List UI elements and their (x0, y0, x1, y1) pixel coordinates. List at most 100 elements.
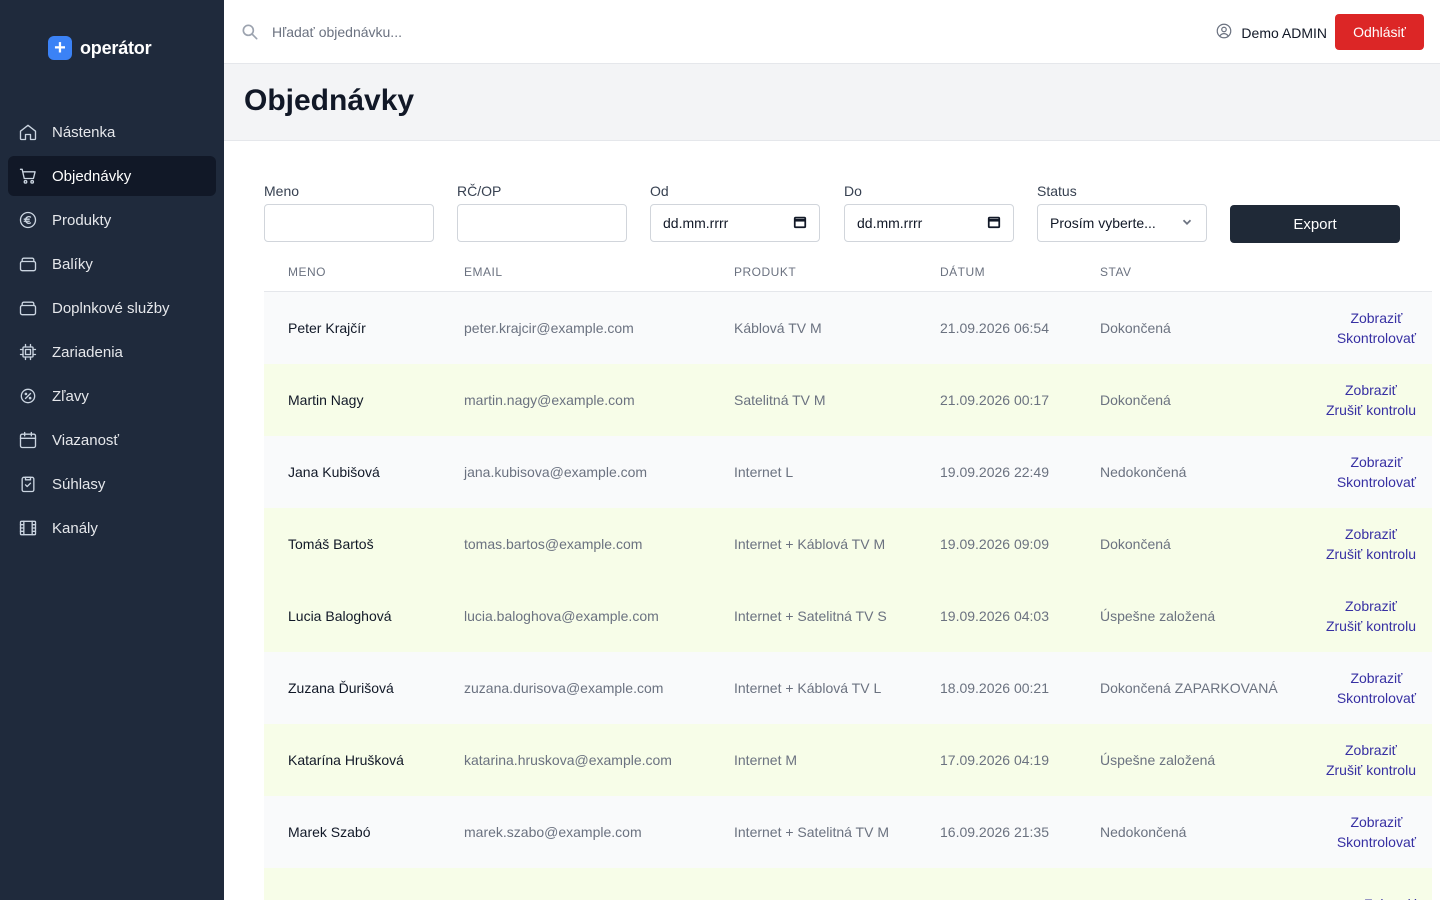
filter-to-label: Do (844, 183, 862, 199)
search-input[interactable] (272, 18, 872, 46)
filter-id: RČ/OP (457, 183, 627, 242)
check-link[interactable]: Zrušiť kontrolu (1325, 546, 1416, 562)
sidebar-item-objednavky[interactable]: Objednávky (8, 156, 216, 196)
euro-icon (18, 210, 38, 230)
check-link[interactable]: Skontrolovať (1336, 474, 1416, 490)
package-icon (18, 298, 38, 318)
date-to-value: dd.mm.rrrr (857, 215, 923, 231)
filter-from-label: Od (650, 183, 669, 199)
cell-email: zuzana.durisova@example.com (464, 680, 664, 696)
table-row[interactable]: Zuzana Ďurišová zuzana.durisova@example.… (264, 652, 1432, 724)
status-select[interactable]: Prosím vyberte... (1037, 204, 1207, 242)
date-from-input[interactable]: dd.mm.rrrr (650, 204, 820, 242)
cell-status: Dokončená ZAPARKOVANÁ (1100, 680, 1278, 696)
sidebar-item-produkty[interactable]: Produkty (8, 200, 216, 240)
date-to-input[interactable]: dd.mm.rrrr (844, 204, 1014, 242)
column-header-product[interactable]: PRODUKT (734, 265, 797, 279)
table-row[interactable]: Marek Szabó marek.szabo@example.com Inte… (264, 796, 1432, 868)
top-bar: Demo ADMIN Odhlásiť (224, 0, 1440, 64)
cell-name: Jana Kubišová (288, 464, 380, 480)
view-link[interactable]: Zobraziť (1350, 814, 1403, 830)
logout-button[interactable]: Odhlásiť (1335, 14, 1424, 50)
name-input-box (264, 204, 434, 242)
cell-product: Satelitná TV M (734, 392, 826, 408)
row-actions: Zobraziť Skontrolovať (1337, 436, 1416, 508)
sidebar-item-zlavy[interactable]: Zľavy (8, 376, 216, 416)
sidebar-item-label: Produkty (52, 211, 112, 229)
view-link[interactable]: Zobraziť (1350, 454, 1403, 470)
cell-email: jana.kubisova@example.com (464, 464, 648, 480)
view-link[interactable]: Zobraziť (1345, 382, 1397, 398)
cell-product: Internet + Satelitná TV M (734, 824, 889, 840)
user-name: Demo ADMIN (1241, 24, 1327, 41)
check-link[interactable]: Skontrolovať (1336, 330, 1416, 346)
row-actions: Zobraziť Zrušiť kontrolu (1326, 724, 1416, 796)
column-header-date[interactable]: DÁTUM (940, 265, 986, 279)
check-link[interactable]: Zrušiť kontrolu (1325, 402, 1416, 418)
table-row[interactable]: Zobraziť (264, 868, 1432, 900)
sidebar-nav: Nástenka Objednávky Produkty Balíky Dopl… (8, 112, 216, 552)
calendar-icon[interactable] (793, 215, 807, 232)
row-actions: Zobraziť Skontrolovať (1337, 652, 1416, 724)
cell-date: 19.09.2026 22:49 (940, 464, 1049, 480)
cell-email: peter.krajcir@example.com (464, 320, 634, 336)
id-input[interactable] (470, 215, 614, 231)
sidebar: + operátor Nástenka Objednávky Produkty … (0, 0, 224, 900)
brand-logo[interactable]: + operátor (48, 36, 152, 60)
cell-name: Zuzana Ďurišová (288, 680, 394, 696)
user-menu[interactable]: Demo ADMIN (1215, 22, 1327, 43)
table-row[interactable]: Martin Nagy martin.nagy@example.com Sate… (264, 364, 1432, 436)
column-header-email[interactable]: EMAIL (464, 265, 503, 279)
export-button[interactable]: Export (1230, 205, 1400, 243)
column-header-name[interactable]: MENO (288, 265, 326, 279)
check-link[interactable]: Skontrolovať (1336, 690, 1416, 706)
table-row[interactable]: Lucia Baloghová lucia.baloghova@example.… (264, 580, 1432, 652)
view-link[interactable]: Zobraziť (1345, 742, 1397, 758)
check-link[interactable]: Zrušiť kontrolu (1325, 762, 1416, 778)
row-actions: Zobraziť Skontrolovať (1337, 796, 1416, 868)
view-link[interactable]: Zobraziť (1345, 526, 1397, 542)
table-row[interactable]: Jana Kubišová jana.kubisova@example.com … (264, 436, 1432, 508)
check-link[interactable]: Zrušiť kontrolu (1325, 618, 1416, 634)
sidebar-item-label: Súhlasy (52, 475, 106, 493)
sidebar-item-baliky[interactable]: Balíky (8, 244, 216, 284)
sidebar-item-nastenka[interactable]: Nástenka (8, 112, 216, 152)
view-link[interactable]: Zobraziť (1345, 598, 1397, 614)
row-actions: Zobraziť Zrušiť kontrolu (1326, 508, 1416, 580)
view-link[interactable]: Zobraziť (1350, 670, 1403, 686)
cell-status: Nedokončená (1100, 824, 1187, 840)
cell-email: katarina.hruskova@example.com (464, 752, 672, 768)
filter-name-label: Meno (264, 183, 300, 199)
check-link[interactable]: Skontrolovať (1336, 834, 1416, 850)
sidebar-item-suhlasy[interactable]: Súhlasy (8, 464, 216, 504)
sidebar-item-zariadenia[interactable]: Zariadenia (8, 332, 216, 372)
cell-name: Marek Szabó (288, 824, 371, 840)
cell-date: 19.09.2026 04:03 (940, 608, 1049, 624)
cell-email: tomas.bartos@example.com (464, 536, 643, 552)
package-icon (18, 254, 38, 274)
row-actions: Zobraziť (1364, 868, 1416, 900)
sidebar-item-kanaly[interactable]: Kanály (8, 508, 216, 548)
cell-date: 16.09.2026 21:35 (940, 824, 1049, 840)
view-link[interactable]: Zobraziť (1364, 894, 1416, 900)
cell-status: Nedokončená (1100, 464, 1187, 480)
name-input[interactable] (277, 215, 421, 231)
cell-product: Internet + Káblová TV M (734, 536, 886, 552)
table-row[interactable]: Peter Krajčír peter.krajcir@example.com … (264, 292, 1432, 364)
cell-status: Dokončená (1100, 320, 1171, 336)
cell-date: 17.09.2026 04:19 (940, 752, 1049, 768)
sidebar-item-viazanost[interactable]: Viazanosť (8, 420, 216, 460)
table-row[interactable]: Katarína Hrušková katarina.hruskova@exam… (264, 724, 1432, 796)
cell-name: Tomáš Bartoš (288, 536, 374, 552)
column-header-status[interactable]: STAV (1100, 265, 1132, 279)
chevron-down-icon (1180, 215, 1194, 232)
cell-name: Lucia Baloghová (288, 608, 392, 624)
filter-name: Meno (264, 183, 434, 242)
view-link[interactable]: Zobraziť (1350, 310, 1403, 326)
calendar-icon[interactable] (987, 215, 1001, 232)
table-row[interactable]: Tomáš Bartoš tomas.bartos@example.com In… (264, 508, 1432, 580)
cell-status: Úspešne založená (1100, 752, 1216, 768)
sidebar-item-doplnkove-sluzby[interactable]: Doplnkové služby (8, 288, 216, 328)
discount-icon (18, 386, 38, 406)
cell-status: Dokončená (1100, 536, 1171, 552)
